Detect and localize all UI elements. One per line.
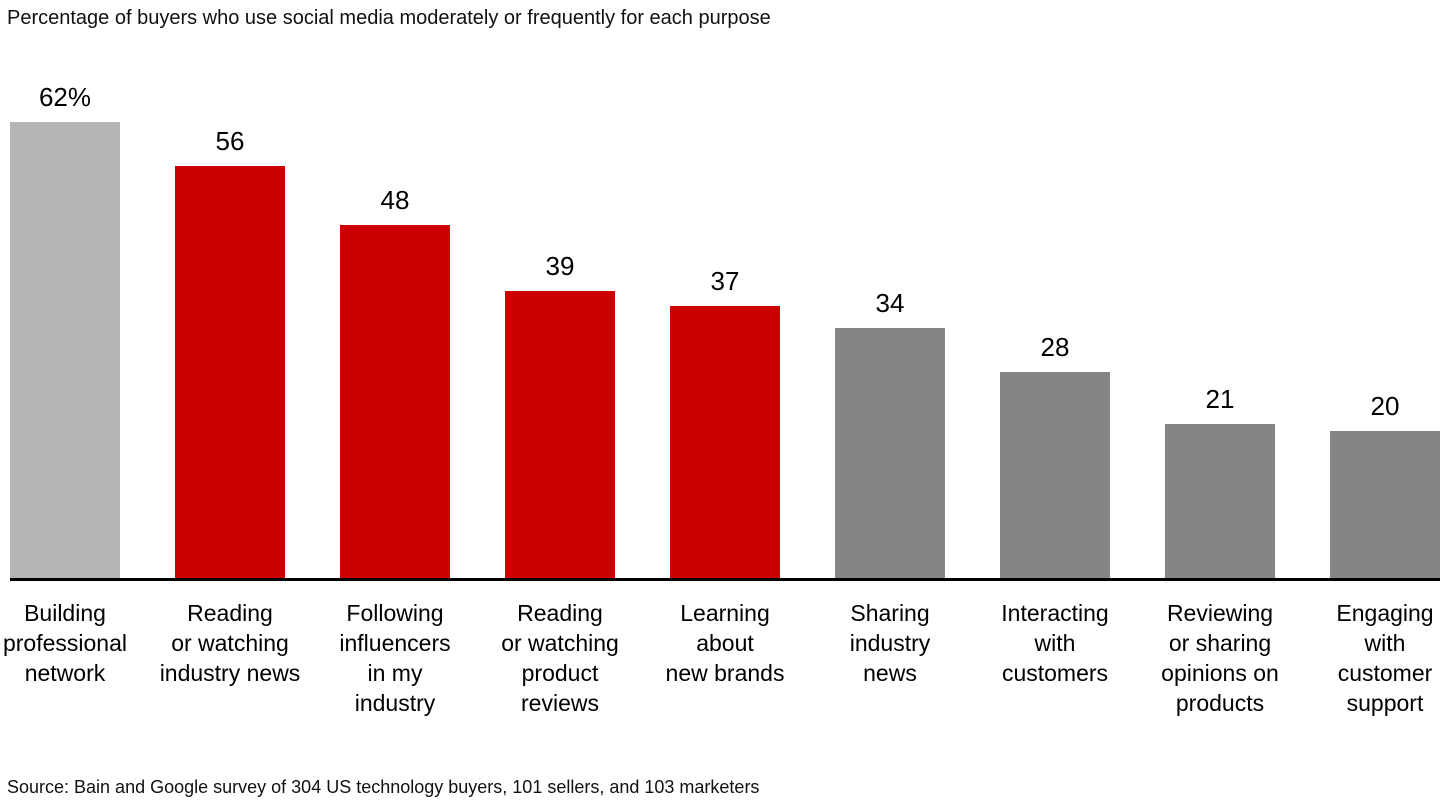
category-label: Following influencers in my industry bbox=[339, 600, 451, 716]
bar-9 bbox=[1330, 431, 1440, 578]
category-label: Interacting with customers bbox=[1001, 600, 1109, 686]
bar-1 bbox=[10, 122, 120, 578]
bar-value-label: 62% bbox=[38, 82, 92, 112]
category-label: Sharing industry news bbox=[849, 600, 931, 686]
category-label: Learning about new brands bbox=[665, 600, 785, 686]
category-label: Reading or watching industry news bbox=[159, 600, 301, 686]
category-label: Reading or watching product reviews bbox=[501, 600, 619, 716]
category-label: Reviewing or sharing opinions on product… bbox=[1161, 600, 1279, 716]
category-label: Engaging with customer support bbox=[1336, 600, 1434, 716]
bar-value-label: 48 bbox=[380, 185, 410, 215]
bar-4 bbox=[505, 291, 615, 578]
category-label: Building professional network bbox=[2, 600, 128, 686]
chart-title: Percentage of buyers who use social medi… bbox=[7, 7, 771, 29]
bar-value-label: 21 bbox=[1205, 384, 1235, 414]
bar-value-label: 34 bbox=[875, 288, 905, 318]
bar-value-label: 56 bbox=[215, 126, 245, 156]
bar-5 bbox=[670, 306, 780, 578]
bar-6 bbox=[835, 328, 945, 578]
bar-2 bbox=[175, 166, 285, 578]
bar-value-label: 37 bbox=[710, 266, 740, 296]
source-note: Source: Bain and Google survey of 304 US… bbox=[7, 777, 760, 797]
bar-8 bbox=[1165, 424, 1275, 578]
bar-value-label: 39 bbox=[545, 251, 575, 281]
bar-value-label: 20 bbox=[1370, 391, 1400, 421]
bar-3 bbox=[340, 225, 450, 578]
x-axis-line bbox=[10, 578, 1440, 581]
bar-7 bbox=[1000, 372, 1110, 578]
bar-value-label: 28 bbox=[1040, 332, 1070, 362]
